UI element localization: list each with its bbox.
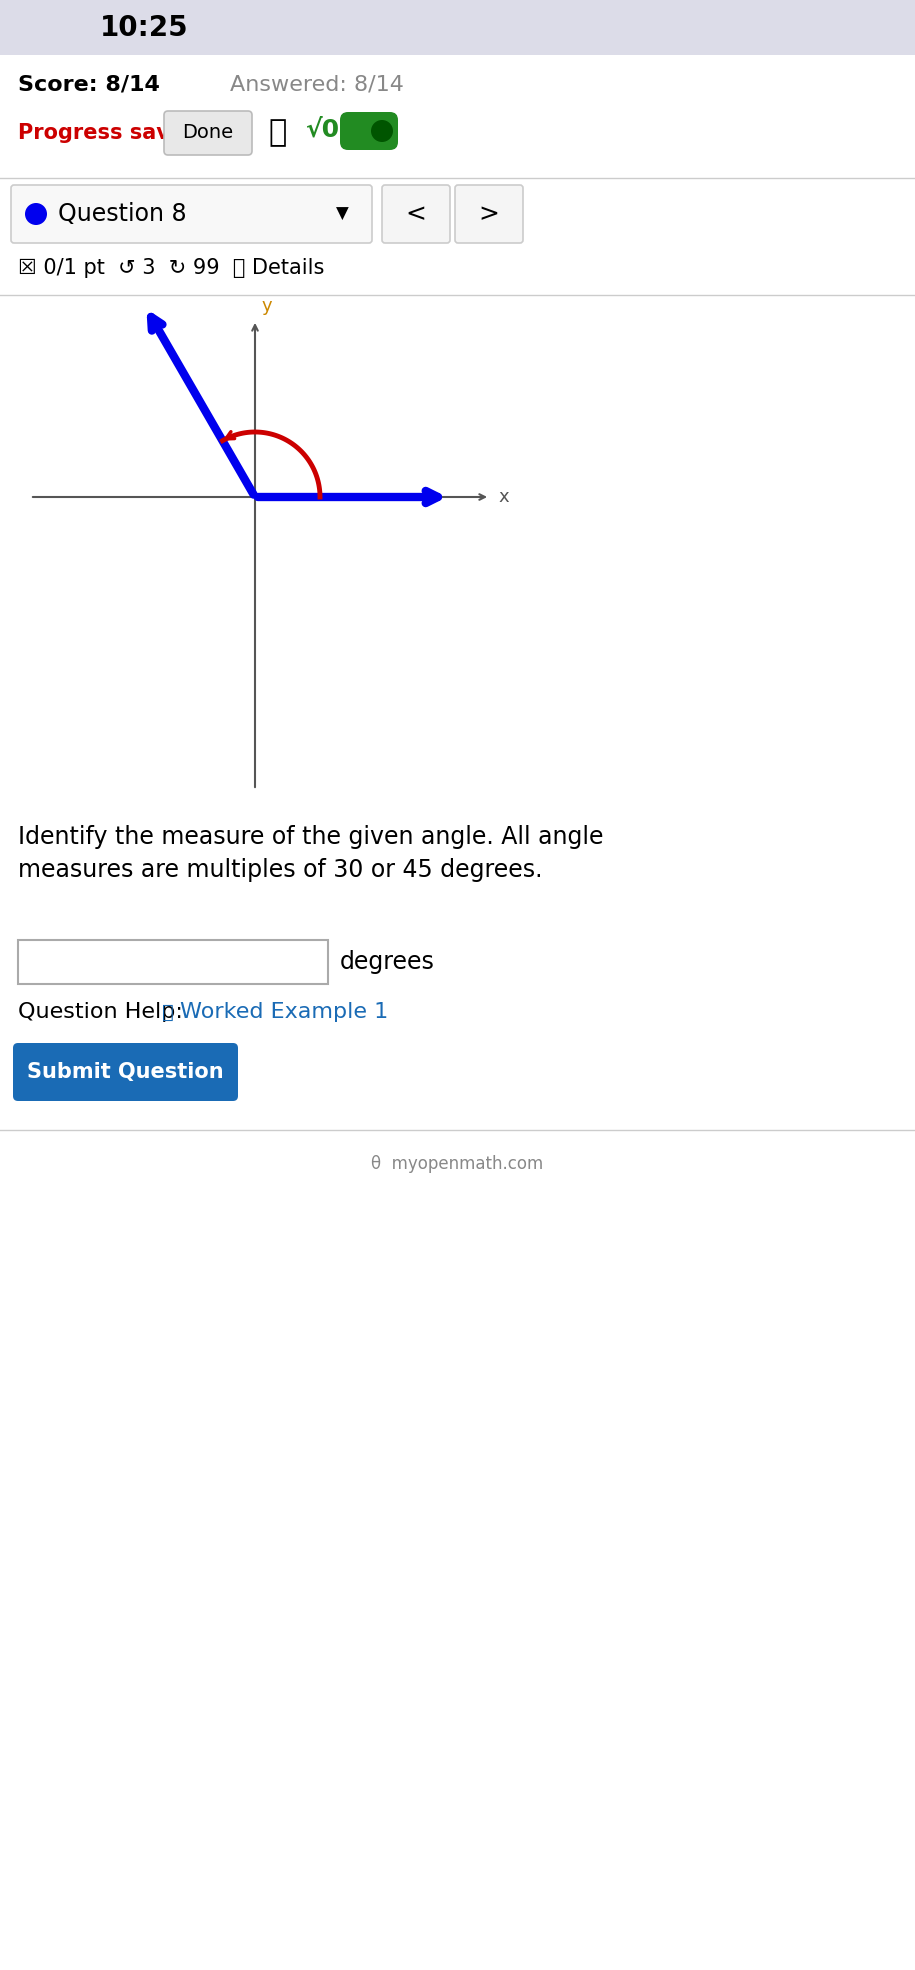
Text: y: y <box>262 297 273 315</box>
Text: ▼: ▼ <box>336 205 349 223</box>
Circle shape <box>25 203 47 225</box>
FancyBboxPatch shape <box>164 110 252 156</box>
Text: Identify the measure of the given angle. All angle
measures are multiples of 30 : Identify the measure of the given angle.… <box>18 825 604 883</box>
FancyBboxPatch shape <box>382 185 450 242</box>
Text: Question Help:: Question Help: <box>18 1003 183 1022</box>
Text: θ  myopenmath.com: θ myopenmath.com <box>371 1154 544 1172</box>
Text: Answered: 8/14: Answered: 8/14 <box>230 75 404 95</box>
Text: x: x <box>498 489 509 506</box>
Text: <: < <box>405 203 426 227</box>
Text: >: > <box>479 203 500 227</box>
Text: Done: Done <box>182 124 233 142</box>
FancyBboxPatch shape <box>13 1042 238 1101</box>
Text: 📄: 📄 <box>162 1003 174 1022</box>
FancyBboxPatch shape <box>340 112 398 150</box>
Text: ☒ 0/1 pt  ↺ 3  ↻ 99  ⓘ Details: ☒ 0/1 pt ↺ 3 ↻ 99 ⓘ Details <box>18 258 325 278</box>
FancyBboxPatch shape <box>11 185 372 242</box>
Text: 10:25: 10:25 <box>100 14 188 41</box>
FancyBboxPatch shape <box>455 185 523 242</box>
Text: degrees: degrees <box>340 950 435 973</box>
Text: Score: 8/14: Score: 8/14 <box>18 75 160 95</box>
Text: Progress saved: Progress saved <box>18 122 199 144</box>
Text: Worked Example 1: Worked Example 1 <box>180 1003 388 1022</box>
Bar <box>0 0 915 55</box>
Circle shape <box>371 120 393 142</box>
Bar <box>18 940 328 983</box>
Text: Question 8: Question 8 <box>58 203 187 227</box>
Text: Submit Question: Submit Question <box>27 1062 223 1082</box>
Text: √0: √0 <box>305 118 339 142</box>
Text: ⎙: ⎙ <box>268 118 286 148</box>
